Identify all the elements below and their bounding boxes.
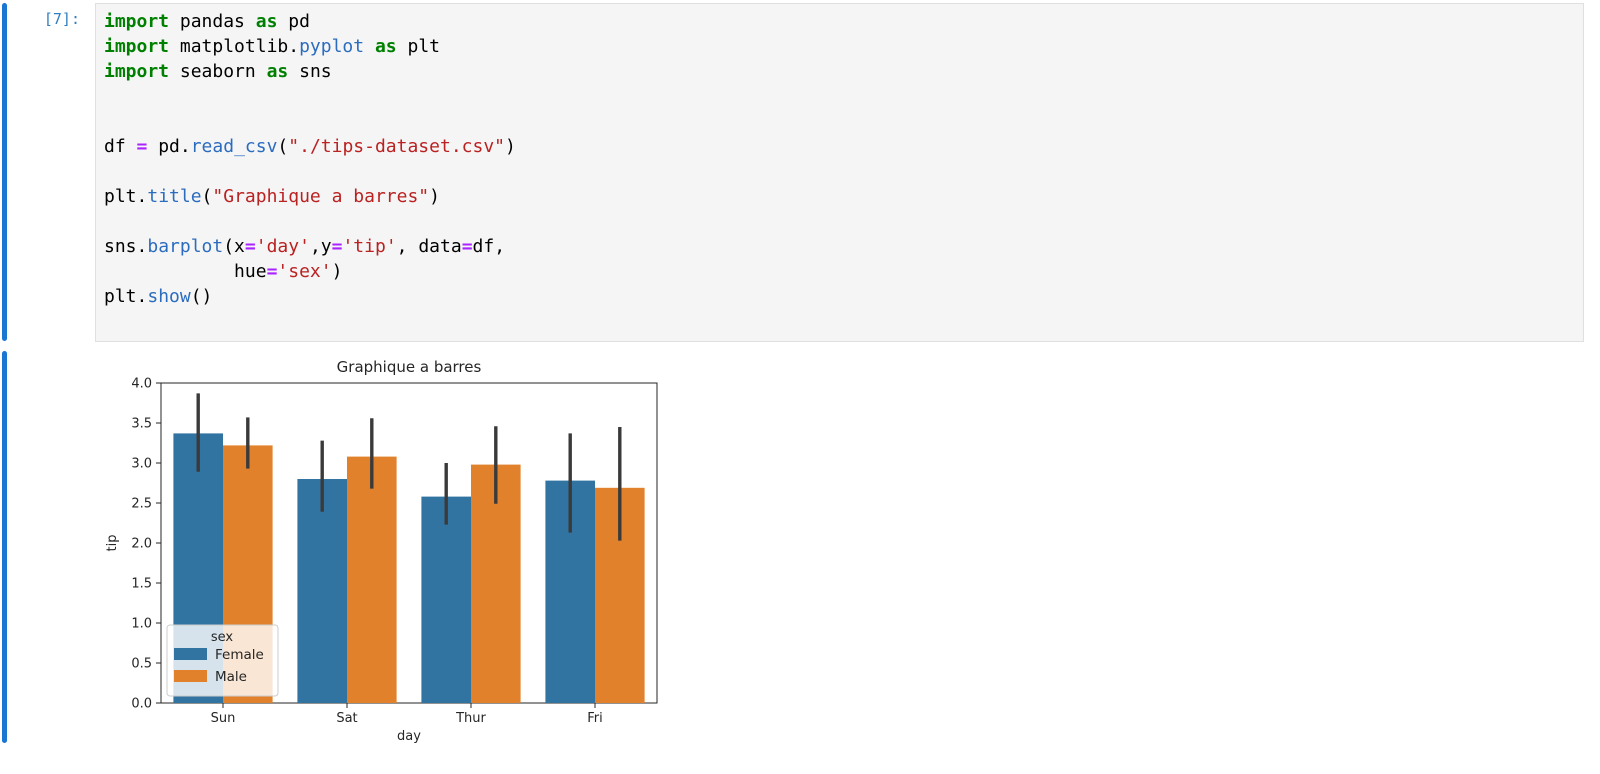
legend-label-male: Male	[215, 669, 247, 685]
output-cell-collapser[interactable]	[2, 351, 7, 743]
output-chart: Graphique a barres tip 0.0 0.5 1.0 1.5 2.0 2.5 3…	[105, 358, 658, 744]
x-tick-label: Thur	[455, 711, 486, 726]
execution-count-prompt: [7]:	[43, 10, 80, 28]
code-line: plt.title("Graphique a barres")	[104, 186, 440, 207]
code-content: import pandas as pd import matplotlib.pyp…	[96, 4, 1583, 314]
legend-swatch-male	[174, 670, 207, 682]
code-line: import pandas as pd	[104, 11, 310, 32]
code-line	[104, 159, 1575, 184]
cell-output-area: Graphique a barres tip 0.0 0.5 1.0 1.5 2.0 2.5 3…	[103, 352, 683, 756]
code-line	[104, 209, 1575, 234]
y-tick-label: 1.5	[131, 577, 152, 592]
code-cell-editor[interactable]: import pandas as pd import matplotlib.pyp…	[95, 3, 1584, 342]
bar-thur-female	[421, 496, 471, 703]
chart-title: Graphique a barres	[337, 358, 482, 376]
y-tick-label: 2.5	[131, 497, 152, 512]
y-axis-label: tip	[105, 535, 120, 552]
code-line: import seaborn as sns	[104, 61, 332, 82]
x-tick-label: Fri	[587, 711, 603, 726]
bar-sat-male	[347, 456, 397, 703]
code-line: import matplotlib.pyplot as plt	[104, 36, 440, 57]
y-tick-label: 3.0	[131, 457, 152, 472]
legend-label-female: Female	[215, 647, 264, 663]
y-tick-label: 0.5	[131, 657, 152, 672]
y-tick-label: 1.0	[131, 617, 152, 632]
input-cell-collapser[interactable]	[2, 3, 7, 341]
y-tick-label: 0.0	[131, 697, 152, 712]
y-tick-label: 2.0	[131, 537, 152, 552]
code-line	[104, 84, 1575, 109]
y-tick-label: 4.0	[131, 377, 152, 392]
x-tick-label: Sun	[211, 711, 236, 726]
legend-swatch-female	[174, 648, 207, 660]
y-tick-label: 3.5	[131, 417, 152, 432]
bar-sat-female	[297, 479, 347, 703]
x-axis-label: day	[397, 729, 421, 744]
bar-thur-male	[471, 464, 521, 703]
code-line: plt.show()	[104, 286, 213, 307]
code-line	[104, 109, 1575, 134]
x-tick-label: Sat	[336, 711, 357, 726]
legend-title: sex	[211, 630, 234, 645]
code-line: hue='sex')	[104, 261, 343, 282]
code-line: sns.barplot(x='day',y='tip', data=df,	[104, 236, 506, 257]
code-line: df = pd.read_csv("./tips-dataset.csv")	[104, 136, 516, 157]
